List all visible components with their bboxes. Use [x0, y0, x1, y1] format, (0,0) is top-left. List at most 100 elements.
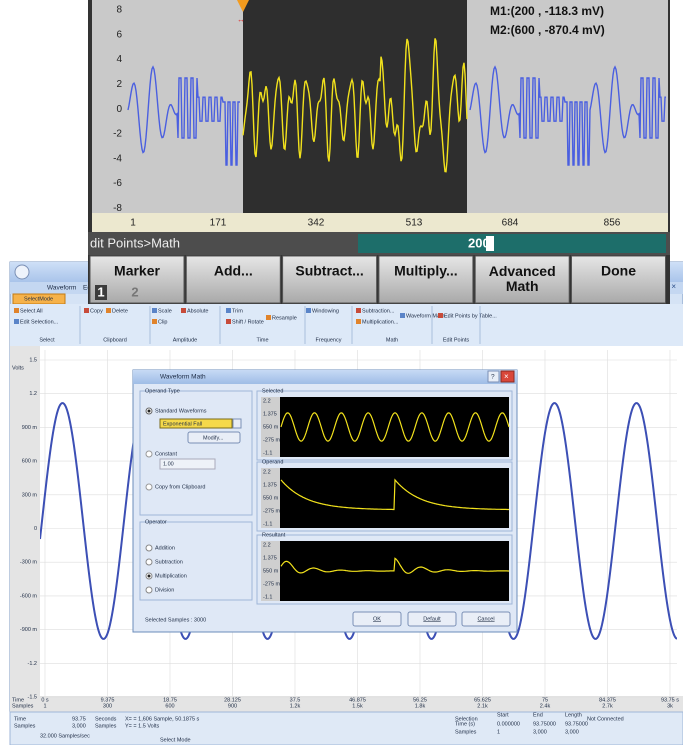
panel-tick: 550 m [263, 424, 279, 430]
x-tick-label: 18.75 [163, 697, 177, 703]
ribbon-button[interactable]: Absolute [187, 308, 208, 314]
softkey-option[interactable]: 2 [131, 284, 138, 299]
marker-flag [237, 0, 249, 12]
ribbon-icon [152, 319, 157, 324]
dropdown-value: Exponential Fall [163, 421, 202, 427]
x-tick-label: 37.5 [290, 697, 301, 703]
panel-frame [256, 534, 513, 605]
status-mode: Select Mode [160, 737, 191, 743]
radio[interactable] [145, 450, 153, 458]
radio[interactable] [145, 483, 153, 491]
group-label: Select [39, 337, 55, 343]
ribbon-button[interactable]: Select All [20, 308, 43, 314]
waveform-dropdown[interactable] [159, 418, 233, 429]
ribbon-icon [438, 313, 443, 318]
row-label: Time (s) [455, 721, 475, 727]
ribbon-button[interactable]: Delete [112, 308, 128, 314]
shape [10, 304, 683, 346]
axes: 1.5 1.2 900 m 600 m 300 m 0 -300 m -600 m -900 m… [20, 357, 679, 709]
x-tick-label: 75 [542, 697, 548, 703]
radio-label: Subtraction [155, 559, 183, 565]
x-tick-label: 300 [103, 703, 112, 709]
y-tick-label: -600 m [20, 593, 38, 599]
dialog-button[interactable] [407, 611, 457, 627]
shape [232, 418, 242, 429]
softkey-label: Done [601, 263, 636, 279]
ribbon-button[interactable]: Multiplication... [362, 319, 399, 325]
ribbon-icon [400, 313, 405, 318]
x-samples-label: Samples [12, 703, 34, 709]
status-value: 3,000 [72, 723, 86, 729]
x-tick-label: 65.625 [474, 697, 491, 703]
softkey[interactable] [474, 255, 570, 304]
help-button[interactable] [487, 370, 500, 383]
ribbon-button[interactable]: Copy [90, 308, 103, 314]
dialog-button[interactable] [352, 611, 402, 627]
modify-button[interactable] [187, 431, 241, 444]
softkey-option[interactable]: 1 [97, 284, 104, 299]
x-tick-label: 1 [130, 218, 136, 229]
x-time-label: Time [12, 697, 24, 703]
ribbon-icon [266, 315, 271, 320]
ribbon-button[interactable]: Resample [272, 315, 297, 321]
tab[interactable]: Ed [83, 285, 91, 292]
panel-frame [256, 461, 513, 532]
radio[interactable] [145, 586, 153, 594]
shape: Advanced [489, 263, 556, 279]
radio[interactable] [145, 558, 153, 566]
signal-trace [127, 65, 240, 166]
y-tick-label: 1.2 [29, 391, 37, 397]
softkey-label: Marker [114, 263, 160, 279]
y-tick-label: -2 [113, 129, 122, 140]
connection: Not Connected [587, 716, 624, 722]
dialog-button[interactable] [461, 611, 511, 627]
tab[interactable]: Waveform [47, 285, 76, 292]
x-readout: X= = 1,606 Sample, 50.1875 s [125, 716, 200, 722]
ribbon-icon [84, 308, 89, 313]
shape [14, 264, 30, 280]
close-button[interactable] [500, 370, 515, 383]
softkey[interactable] [185, 255, 281, 304]
ribbon-icon [14, 319, 19, 324]
y-tick-label: 300 m [22, 492, 38, 498]
ribbon-button[interactable]: Trim [232, 308, 243, 314]
ribbon: Select All Edit Selection... Copy Delete Sca… [14, 306, 497, 344]
ribbon-button[interactable]: Shift / Rotate [232, 319, 264, 325]
ribbon-button[interactable]: Subtraction... [362, 308, 395, 314]
radio[interactable] [145, 544, 153, 552]
shape [10, 346, 40, 696]
ribbon-button[interactable]: Scale [158, 308, 172, 314]
cell: 0.000000 [497, 721, 520, 727]
ribbon-button[interactable]: Waveform Math... [406, 313, 450, 319]
shape [9, 711, 683, 745]
y-tick-label: -4 [113, 153, 122, 164]
ribbon-icon [106, 308, 111, 313]
panel-title: Operand [262, 459, 283, 465]
ribbon-button[interactable]: Edit Selection... [20, 319, 59, 325]
button-label: Default [423, 616, 441, 622]
ribbon-icon [14, 308, 19, 313]
panel-tick: -275 m [263, 437, 281, 443]
softkey[interactable] [571, 255, 666, 304]
preview-panels: Selected 2.2 1.375 550 m -275 m -1.1 Operand 2.… [256, 388, 513, 605]
y-tick-label: -6 [113, 178, 122, 189]
softkey[interactable] [378, 255, 474, 304]
constant-input[interactable] [159, 458, 216, 470]
group-label: Operand Type [145, 388, 180, 394]
ribbon-button[interactable]: Clip [158, 319, 167, 325]
status-value: 93.75 [72, 716, 86, 722]
y-tick-label: 8 [116, 5, 122, 16]
option-highlight [95, 285, 107, 300]
x-tick-label: 46.875 [349, 697, 366, 703]
softkey[interactable] [282, 255, 378, 304]
value-input[interactable] [358, 234, 666, 253]
x-tick-label: 56.25 [413, 697, 427, 703]
y-tick-label: -1.5 [28, 694, 37, 700]
y-tick-label: 1.5 [29, 357, 37, 363]
panel-tick: 2.2 [263, 398, 271, 404]
ribbon-button[interactable]: Edit Points by Table... [444, 313, 497, 319]
x-tick-label: 856 [604, 218, 621, 229]
x-tick-label: 2.1k [477, 703, 488, 709]
ribbon-button[interactable]: Windowing [312, 308, 339, 314]
y-tick-label: 0 [34, 526, 37, 532]
